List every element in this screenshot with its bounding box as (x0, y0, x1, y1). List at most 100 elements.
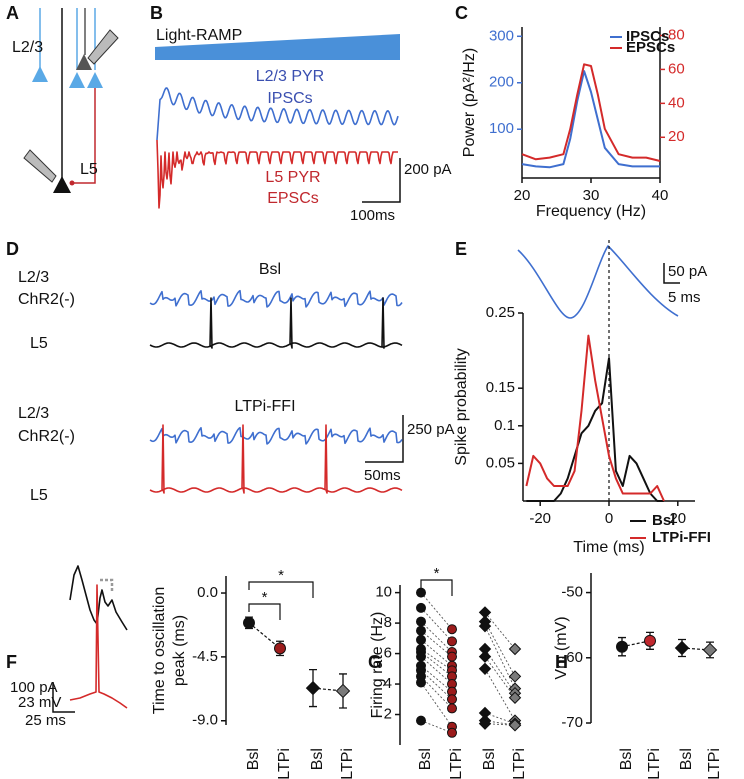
y2-tick-label: 40 (668, 94, 685, 111)
y-tick-label: 100 (489, 120, 514, 137)
marker (416, 651, 426, 662)
x-tick-label: LTPi (276, 748, 293, 779)
x-tick-label: 30 (583, 187, 600, 204)
y-axis-label: Firing rate (Hz) (369, 612, 386, 719)
circuit-schematic (23, 8, 119, 193)
marker (478, 662, 492, 676)
condition-title: Bsl (259, 261, 281, 278)
light-ramp (155, 34, 400, 60)
layer-label: L5 (80, 161, 98, 178)
y2-tick-label: 60 (668, 60, 685, 77)
scale-label: 50ms (364, 467, 401, 484)
scale-bar (362, 158, 401, 203)
connector (420, 621, 453, 653)
connector (484, 668, 516, 721)
connector (420, 720, 453, 734)
marker (305, 680, 321, 696)
y-tick-label: -50 (561, 584, 583, 601)
x-tick-label: Bsl (481, 748, 498, 770)
marker (478, 717, 492, 730)
significance-bracket (248, 603, 281, 620)
trace-label: IPSCs (267, 90, 312, 107)
marker (674, 640, 690, 656)
marker (508, 670, 522, 683)
connector (248, 622, 281, 649)
panel-label: C (455, 3, 468, 23)
trace (69, 584, 128, 709)
row-label: ChR2(-) (18, 291, 75, 308)
y-tick-label: 10 (375, 584, 392, 601)
x-tick-label: Bsl (309, 748, 326, 770)
marker (416, 616, 426, 627)
marker (478, 619, 492, 633)
legend-label: EPSCs (626, 39, 675, 56)
marker (416, 587, 426, 598)
stimulus-label: Light-RAMP (156, 27, 242, 44)
x-tick-label: 20 (669, 510, 686, 527)
condition-title: LTPi-FFI (234, 398, 295, 415)
y-axis-label: Spike probability (453, 348, 470, 465)
trace-label: EPSCs (267, 190, 319, 207)
trace (149, 289, 403, 308)
x-tick-label: Bsl (245, 748, 262, 770)
connector (420, 656, 453, 685)
y-tick-label: 0.0 (197, 584, 218, 601)
y2-tick-label: 80 (668, 26, 685, 43)
x-tick-label: Bsl (417, 748, 434, 770)
x-tick-label: -20 (529, 510, 551, 527)
connector (420, 639, 453, 667)
connector (420, 682, 453, 727)
layer-label: L2/3 (12, 39, 43, 56)
connector (420, 651, 453, 677)
marker (508, 718, 522, 732)
scale-bar (663, 263, 680, 284)
scale-label: 200 pA (404, 161, 452, 178)
legend-label: LTPi-FFI (652, 529, 711, 546)
connector (420, 665, 453, 693)
marker (416, 677, 426, 688)
significance-bracket (248, 581, 314, 598)
y-tick-label: 2 (384, 705, 392, 722)
scale-label: 250 pA (407, 421, 455, 438)
marker (478, 650, 492, 663)
x-tick-label: LTPi (646, 748, 663, 779)
y-axis-label: Time to oscillation (151, 587, 168, 714)
trace (149, 424, 403, 494)
y-tick-label: 0.15 (486, 379, 515, 396)
line-series (525, 334, 665, 502)
connector (420, 676, 453, 709)
significance-label: * (262, 589, 268, 606)
panel-label: D (6, 239, 19, 259)
y-axis-label: Vm (mV) (553, 616, 570, 679)
connector (484, 712, 516, 725)
y-tick-label: 0.05 (486, 454, 515, 471)
y-axis-label: peak (ms) (171, 615, 188, 686)
connector (484, 656, 516, 699)
y2-tick-label: 20 (668, 128, 685, 145)
line-series (526, 357, 664, 502)
panel-label: G (368, 652, 382, 672)
marker (447, 703, 457, 714)
x-tick-label: 0 (605, 510, 613, 527)
marker (416, 634, 426, 645)
line-series (521, 70, 660, 169)
marker (447, 624, 457, 635)
significance-bracket (420, 579, 453, 596)
marker (702, 642, 718, 658)
connector (420, 592, 453, 630)
scale-label: 50 pA (668, 263, 707, 280)
scale-label: 5 ms (668, 289, 701, 306)
x-tick-label: No-LTPi (339, 748, 356, 779)
x-tick-label: No-LTPi (511, 748, 528, 779)
row-label: L2/3 (18, 269, 49, 286)
trace (69, 565, 128, 631)
scale-label: 100 pA (10, 679, 58, 696)
trace (517, 245, 679, 319)
y-tick-label: 6 (384, 645, 392, 662)
marker (447, 651, 457, 662)
connector (484, 625, 516, 689)
row-label: L2/3 (18, 405, 49, 422)
y-tick-label: 200 (489, 74, 514, 91)
scale-label: 25 ms (25, 712, 66, 729)
significance-label: * (278, 567, 284, 584)
